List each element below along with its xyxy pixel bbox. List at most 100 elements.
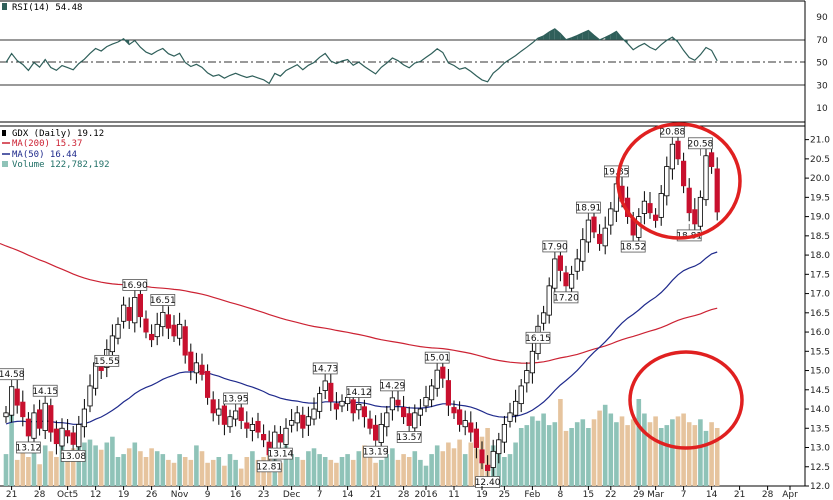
callout-box bbox=[379, 379, 405, 392]
volume-bar bbox=[362, 445, 367, 486]
price-tick-label: 14.5 bbox=[810, 386, 830, 396]
volume-bar bbox=[658, 428, 664, 486]
candle-body bbox=[132, 297, 138, 324]
time-tick-label: Oct5 bbox=[57, 490, 78, 500]
volume-bar bbox=[546, 425, 552, 486]
volume-bar bbox=[373, 462, 378, 486]
ma50-legend: MA(50) 16.44 bbox=[12, 150, 77, 160]
volume-bar bbox=[149, 448, 154, 486]
candle-body bbox=[283, 427, 289, 445]
candle-body bbox=[31, 412, 37, 439]
volume-bar bbox=[345, 454, 350, 486]
volume-bar bbox=[126, 448, 132, 486]
volume-bar bbox=[87, 439, 93, 486]
callout-box bbox=[542, 240, 568, 253]
rsi-overbought-area bbox=[622, 38, 628, 44]
candle-body bbox=[350, 399, 356, 414]
callout-label: 14.12 bbox=[346, 388, 372, 398]
candle-body bbox=[692, 209, 698, 225]
candle-body bbox=[154, 323, 160, 338]
candle-body bbox=[216, 408, 222, 416]
candle-body bbox=[25, 418, 32, 437]
candle-body bbox=[697, 196, 704, 227]
candle-body bbox=[513, 400, 519, 416]
rsi-tick-label: 50 bbox=[816, 59, 828, 69]
candle-body bbox=[658, 193, 664, 218]
time-tick-label: 28 bbox=[34, 490, 46, 500]
volume-bar bbox=[462, 454, 468, 486]
callout-box bbox=[32, 384, 58, 397]
volume-bar bbox=[199, 451, 205, 486]
callout-label: 14.73 bbox=[312, 364, 338, 374]
candle-body bbox=[316, 393, 323, 412]
time-tick-label: 15 bbox=[583, 490, 594, 500]
volume-bar bbox=[664, 425, 670, 486]
candle-body bbox=[244, 422, 250, 429]
candle-body bbox=[490, 450, 496, 468]
callout-label: 13.95 bbox=[223, 394, 249, 404]
rsi-line bbox=[5, 28, 718, 85]
price-tick-label: 18.0 bbox=[810, 251, 830, 261]
rsi-tick-label: 70 bbox=[816, 36, 828, 46]
candle-body bbox=[569, 273, 575, 289]
volume-bar bbox=[468, 442, 474, 486]
callout-label: 13.12 bbox=[16, 443, 42, 453]
candle-body bbox=[591, 216, 597, 233]
volume-bar bbox=[110, 436, 115, 486]
time-tick-label: 26 bbox=[146, 490, 158, 500]
volume-bar bbox=[423, 465, 429, 486]
volume-bar bbox=[9, 406, 14, 486]
callout-label: 19.85 bbox=[604, 167, 630, 177]
price-tick-label: 12.0 bbox=[810, 482, 830, 492]
volume-bar bbox=[496, 448, 502, 486]
volume-bar bbox=[591, 419, 597, 486]
volume-bar bbox=[311, 448, 317, 486]
price-tick-label: 14.0 bbox=[810, 405, 830, 415]
callout-box bbox=[660, 125, 685, 138]
candle-body bbox=[311, 408, 317, 420]
volume-bar bbox=[121, 454, 126, 486]
rsi-overbought-area bbox=[588, 30, 594, 40]
candle-body bbox=[546, 285, 552, 316]
volume-bar bbox=[3, 454, 9, 486]
volume-bar bbox=[608, 413, 614, 486]
volume-bar bbox=[518, 428, 524, 486]
time-tick-label: 21 bbox=[6, 490, 17, 500]
candle-body bbox=[109, 335, 115, 353]
callout-box bbox=[475, 476, 501, 489]
callout-box bbox=[525, 331, 551, 344]
volume-bar bbox=[42, 445, 48, 486]
volume-bar bbox=[210, 459, 216, 486]
volume-bars bbox=[3, 399, 720, 486]
candle-body bbox=[484, 464, 491, 472]
volume-bar bbox=[384, 454, 390, 486]
volume-bar bbox=[406, 457, 412, 486]
volume-bar bbox=[54, 457, 59, 486]
time-tick-label: 8 bbox=[558, 490, 564, 500]
rsi-panel: RSI(14) 54.48 90 70 50 30 10 bbox=[0, 0, 828, 123]
time-tick-label: 19 bbox=[118, 490, 130, 500]
candle-body bbox=[148, 333, 155, 341]
price-tick-label: 13.0 bbox=[810, 444, 830, 454]
time-tick-label: Nov bbox=[171, 490, 189, 500]
time-tick-label: 21 bbox=[734, 490, 745, 500]
candle-body bbox=[37, 409, 43, 429]
candle-body bbox=[552, 258, 558, 289]
candle-body bbox=[305, 416, 312, 426]
volume-bar bbox=[70, 448, 76, 486]
volume-bar bbox=[334, 462, 339, 486]
time-tick-label: 28 bbox=[398, 490, 410, 500]
volume-bar bbox=[177, 454, 182, 486]
volume-bar bbox=[255, 459, 261, 486]
price-tick-label: 15.5 bbox=[810, 347, 830, 357]
candle-body bbox=[210, 399, 216, 414]
rsi-tick-label: 30 bbox=[816, 81, 828, 91]
volume-bar bbox=[502, 457, 507, 486]
candle-body bbox=[412, 412, 418, 429]
time-tick-label: 21 bbox=[370, 490, 381, 500]
volume-bar bbox=[686, 422, 692, 486]
candle-body bbox=[406, 413, 412, 426]
candle-body bbox=[176, 323, 183, 339]
candle-body bbox=[653, 214, 659, 221]
candle-body bbox=[608, 208, 614, 226]
